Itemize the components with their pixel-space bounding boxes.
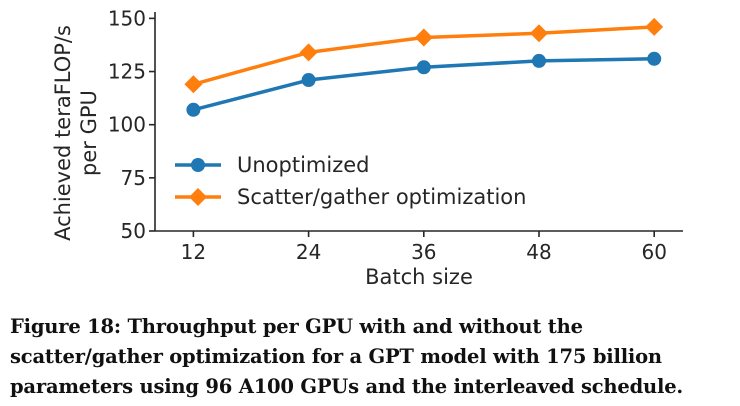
legend-marker xyxy=(191,158,205,172)
legend-item: Scatter/gather optimization xyxy=(175,185,526,209)
legend-item: Unoptimized xyxy=(175,153,370,177)
data-point xyxy=(414,28,433,47)
x-tick-label: 24 xyxy=(296,240,321,264)
y-tick-label: 100 xyxy=(108,113,146,137)
data-point xyxy=(299,43,318,62)
x-axis-title: Batch size xyxy=(365,265,473,289)
y-axis-title-line1: Achieved teraFLOP/s xyxy=(51,25,75,241)
figure-caption: Figure 18: Throughput per GPU with and w… xyxy=(10,315,684,398)
data-point xyxy=(647,51,662,66)
y-tick-label: 75 xyxy=(121,166,146,190)
series-2 xyxy=(184,17,664,94)
x-tick-label: 48 xyxy=(526,240,551,264)
series-layer xyxy=(184,17,664,117)
legend-marker xyxy=(189,188,207,206)
legend-label: Scatter/gather optimization xyxy=(237,185,526,209)
x-tick-label: 60 xyxy=(641,240,666,264)
series-1 xyxy=(186,51,662,117)
data-point xyxy=(186,102,201,117)
legend-label: Unoptimized xyxy=(237,153,370,177)
line-chart: Achieved teraFLOP/s per GPU 50 75 100 125 15… xyxy=(51,6,683,289)
x-tick-label: 12 xyxy=(181,240,206,264)
y-tick-label: 125 xyxy=(108,60,146,84)
x-tick-label: 36 xyxy=(411,240,436,264)
y-tick-label: 150 xyxy=(108,6,146,30)
data-point xyxy=(416,60,431,75)
data-point xyxy=(532,53,546,68)
data-point xyxy=(530,24,548,43)
y-ticks: 50 75 100 125 150 xyxy=(108,6,155,243)
y-axis-title: Achieved teraFLOP/s per GPU xyxy=(51,25,101,241)
y-axis-title-line2: per GPU xyxy=(77,90,101,176)
x-ticks: 12 24 36 48 60 xyxy=(181,231,667,264)
data-point xyxy=(645,17,664,36)
data-point xyxy=(184,75,203,94)
y-tick-label: 50 xyxy=(121,219,146,243)
legend: Unoptimized Scatter/gather optimization xyxy=(175,153,526,209)
data-point xyxy=(301,73,316,88)
